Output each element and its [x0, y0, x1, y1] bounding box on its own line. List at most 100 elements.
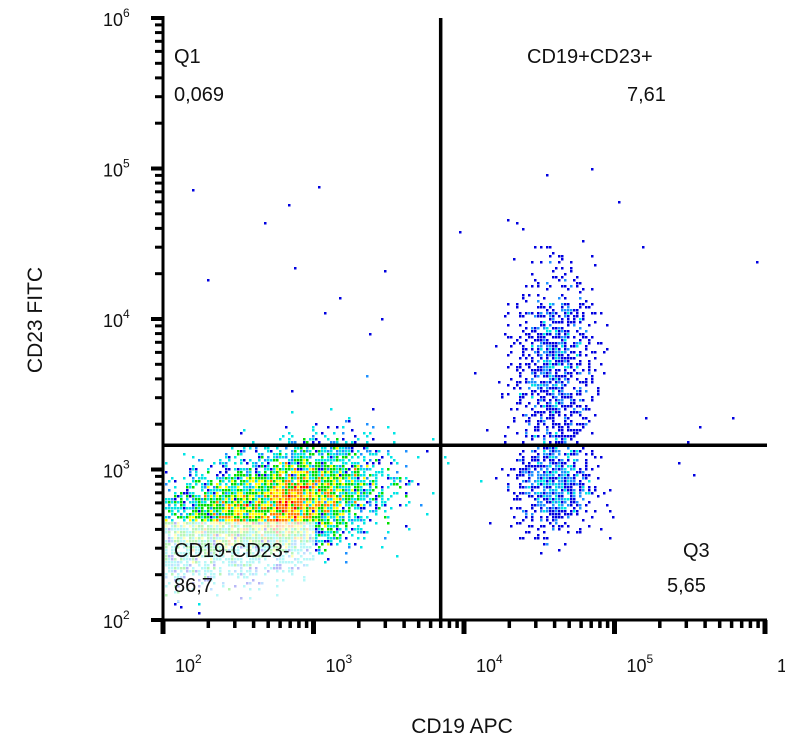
- event-point: [375, 510, 378, 513]
- event-point: [558, 507, 561, 510]
- event-point: [609, 489, 612, 492]
- event-point: [579, 318, 582, 321]
- event-point: [387, 516, 390, 519]
- event-point: [288, 204, 291, 207]
- event-point: [321, 489, 324, 492]
- event-point: [378, 450, 381, 453]
- event-point: [516, 369, 519, 372]
- event-point: [561, 516, 564, 519]
- event-point: [192, 513, 195, 516]
- event-point: [372, 498, 375, 501]
- event-point: [507, 486, 510, 489]
- event-point: [585, 306, 588, 309]
- event-point: [171, 519, 174, 522]
- event-point: [537, 351, 540, 354]
- event-point: [261, 474, 264, 477]
- event-point: [315, 480, 318, 483]
- event-point: [531, 261, 534, 264]
- event-point: [192, 507, 195, 510]
- event-point: [363, 483, 366, 486]
- event-point: [258, 483, 261, 486]
- event-point: [300, 489, 303, 492]
- event-point: [573, 498, 576, 501]
- event-point: [219, 495, 222, 498]
- event-point: [249, 519, 252, 522]
- event-point: [345, 501, 348, 504]
- event-point: [591, 351, 594, 354]
- event-point: [480, 480, 483, 483]
- event-point: [246, 504, 249, 507]
- event-point: [570, 267, 573, 270]
- event-point: [183, 477, 186, 480]
- event-point: [345, 471, 348, 474]
- event-point: [531, 465, 534, 468]
- event-point: [321, 510, 324, 513]
- label-backdrop: [163, 522, 315, 602]
- event-point: [561, 384, 564, 387]
- event-point: [270, 468, 273, 471]
- event-point: [189, 492, 192, 495]
- event-point: [597, 393, 600, 396]
- event-point: [231, 498, 234, 501]
- event-point: [558, 528, 561, 531]
- event-point: [579, 282, 582, 285]
- event-point: [291, 459, 294, 462]
- event-point: [516, 477, 519, 480]
- event-point: [267, 516, 270, 519]
- event-point: [330, 516, 333, 519]
- event-point: [273, 480, 276, 483]
- event-point: [309, 486, 312, 489]
- event-point: [240, 483, 243, 486]
- event-point: [252, 510, 255, 513]
- event-point: [360, 465, 363, 468]
- event-point: [237, 477, 240, 480]
- event-point: [291, 519, 294, 522]
- event-point: [324, 483, 327, 486]
- event-point: [546, 402, 549, 405]
- event-point: [549, 471, 552, 474]
- event-point: [579, 339, 582, 342]
- event-point: [192, 465, 195, 468]
- event-point: [555, 462, 558, 465]
- event-point: [426, 450, 429, 453]
- event-point: [507, 354, 510, 357]
- event-point: [546, 501, 549, 504]
- event-point: [540, 516, 543, 519]
- event-point: [183, 501, 186, 504]
- event-point: [384, 516, 387, 519]
- event-point: [531, 369, 534, 372]
- event-point: [222, 492, 225, 495]
- event-point: [543, 366, 546, 369]
- event-point: [348, 480, 351, 483]
- event-point: [555, 507, 558, 510]
- event-point: [555, 432, 558, 435]
- event-point: [573, 429, 576, 432]
- event-point: [315, 504, 318, 507]
- event-point: [351, 465, 354, 468]
- event-point: [381, 474, 384, 477]
- event-point: [300, 471, 303, 474]
- event-point: [537, 420, 540, 423]
- event-point: [174, 507, 177, 510]
- event-point: [531, 312, 534, 315]
- event-point: [552, 462, 555, 465]
- event-point: [555, 450, 558, 453]
- event-point: [225, 504, 228, 507]
- event-point: [315, 489, 318, 492]
- event-point: [285, 453, 288, 456]
- event-point: [252, 504, 255, 507]
- event-point: [561, 255, 564, 258]
- event-point: [327, 471, 330, 474]
- event-point: [363, 471, 366, 474]
- event-point: [264, 516, 267, 519]
- event-point: [279, 504, 282, 507]
- event-point: [537, 492, 540, 495]
- event-point: [306, 456, 309, 459]
- event-point: [594, 369, 597, 372]
- event-point: [204, 477, 207, 480]
- event-point: [171, 507, 174, 510]
- event-point: [561, 360, 564, 363]
- event-point: [180, 498, 183, 501]
- event-point: [585, 354, 588, 357]
- event-point: [273, 498, 276, 501]
